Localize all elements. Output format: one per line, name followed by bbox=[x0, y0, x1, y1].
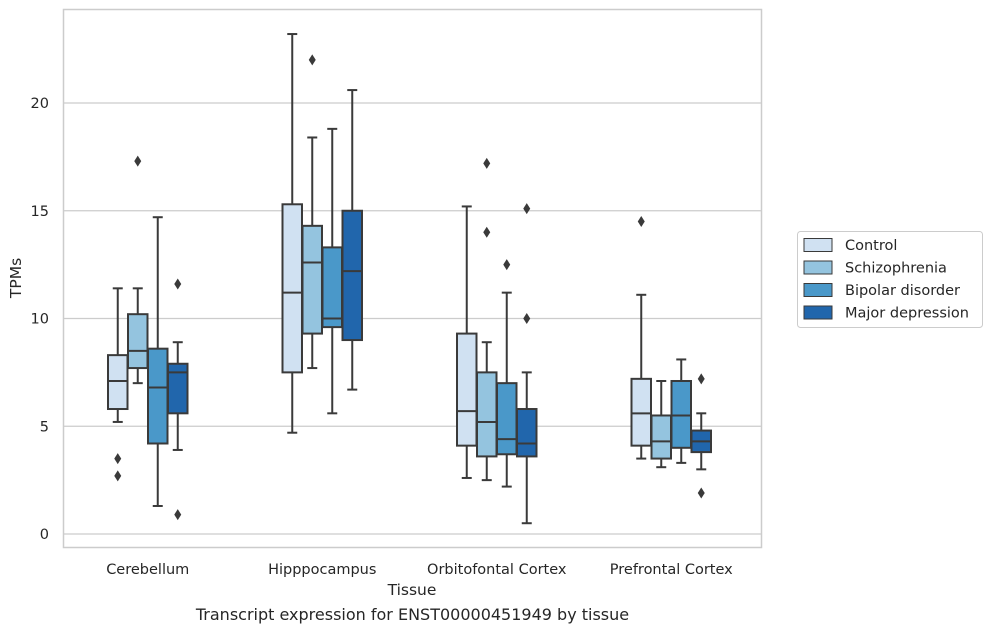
box bbox=[127, 313, 149, 370]
box bbox=[476, 371, 498, 458]
outlier-point bbox=[697, 487, 705, 499]
outlier-point bbox=[174, 509, 182, 521]
x-axis-label: Tissue bbox=[387, 581, 437, 599]
x-tick-label-1: Hipppocampus bbox=[268, 562, 376, 578]
legend-swatch-1 bbox=[803, 260, 833, 275]
outlier-point bbox=[637, 216, 645, 228]
outlier-point bbox=[134, 155, 142, 167]
outlier-point bbox=[114, 470, 122, 482]
box bbox=[650, 414, 672, 460]
box bbox=[147, 347, 169, 445]
outlier-point bbox=[523, 203, 531, 215]
y-tick-label-0: 0 bbox=[40, 527, 49, 543]
figure-caption: Transcript expression for ENST0000045194… bbox=[195, 605, 630, 624]
outlier-point bbox=[308, 54, 316, 66]
outlier-point bbox=[114, 453, 122, 465]
box bbox=[107, 354, 129, 411]
box bbox=[281, 203, 303, 374]
outlier-point bbox=[174, 278, 182, 290]
outlier-point bbox=[697, 373, 705, 385]
box-series bbox=[107, 33, 712, 525]
legend-swatch-0 bbox=[803, 238, 833, 252]
y-tick-label-15: 15 bbox=[31, 204, 49, 220]
box bbox=[496, 382, 518, 456]
box bbox=[670, 379, 692, 449]
series-bipolar-disorder bbox=[147, 127, 692, 507]
legend-swatch-3 bbox=[803, 305, 833, 320]
series-major-depression bbox=[167, 89, 712, 525]
outlier-point bbox=[483, 226, 491, 238]
outlier-point bbox=[483, 157, 491, 169]
outlier-point bbox=[523, 313, 531, 324]
y-axis-ticks: 0 5 10 15 20 bbox=[31, 96, 49, 543]
y-tick-label-20: 20 bbox=[31, 96, 49, 112]
legend-swatch-2 bbox=[803, 283, 833, 297]
y-tick-label-10: 10 bbox=[31, 312, 49, 328]
box bbox=[456, 332, 478, 447]
legend: Control Schizophrenia Bipolar disorder Majo… bbox=[797, 231, 983, 328]
legend-frame bbox=[797, 231, 983, 328]
y-axis-label: TPMs bbox=[7, 258, 25, 299]
legend-label-2: Bipolar disorder bbox=[845, 283, 960, 299]
box bbox=[167, 362, 189, 415]
x-axis-ticks: Cerebellum Hipppocampus Orbitofontal Corte… bbox=[106, 562, 733, 578]
legend-label-1: Schizophrenia bbox=[845, 261, 947, 277]
box bbox=[630, 377, 652, 447]
series-control bbox=[107, 33, 652, 482]
series-schizophrenia bbox=[127, 54, 672, 482]
legend-label-3: Major depression bbox=[845, 306, 969, 322]
box bbox=[516, 408, 538, 458]
x-tick-label-2: Orbitofontal Cortex bbox=[427, 562, 567, 578]
legend-label-0: Control bbox=[845, 238, 897, 254]
outlier-point bbox=[503, 259, 511, 271]
box bbox=[301, 224, 323, 335]
box bbox=[341, 209, 363, 342]
x-tick-label-0: Cerebellum bbox=[106, 562, 189, 578]
y-tick-label-5: 5 bbox=[40, 419, 49, 435]
box bbox=[321, 246, 343, 329]
x-tick-label-3: Prefrontal Cortex bbox=[610, 562, 733, 578]
